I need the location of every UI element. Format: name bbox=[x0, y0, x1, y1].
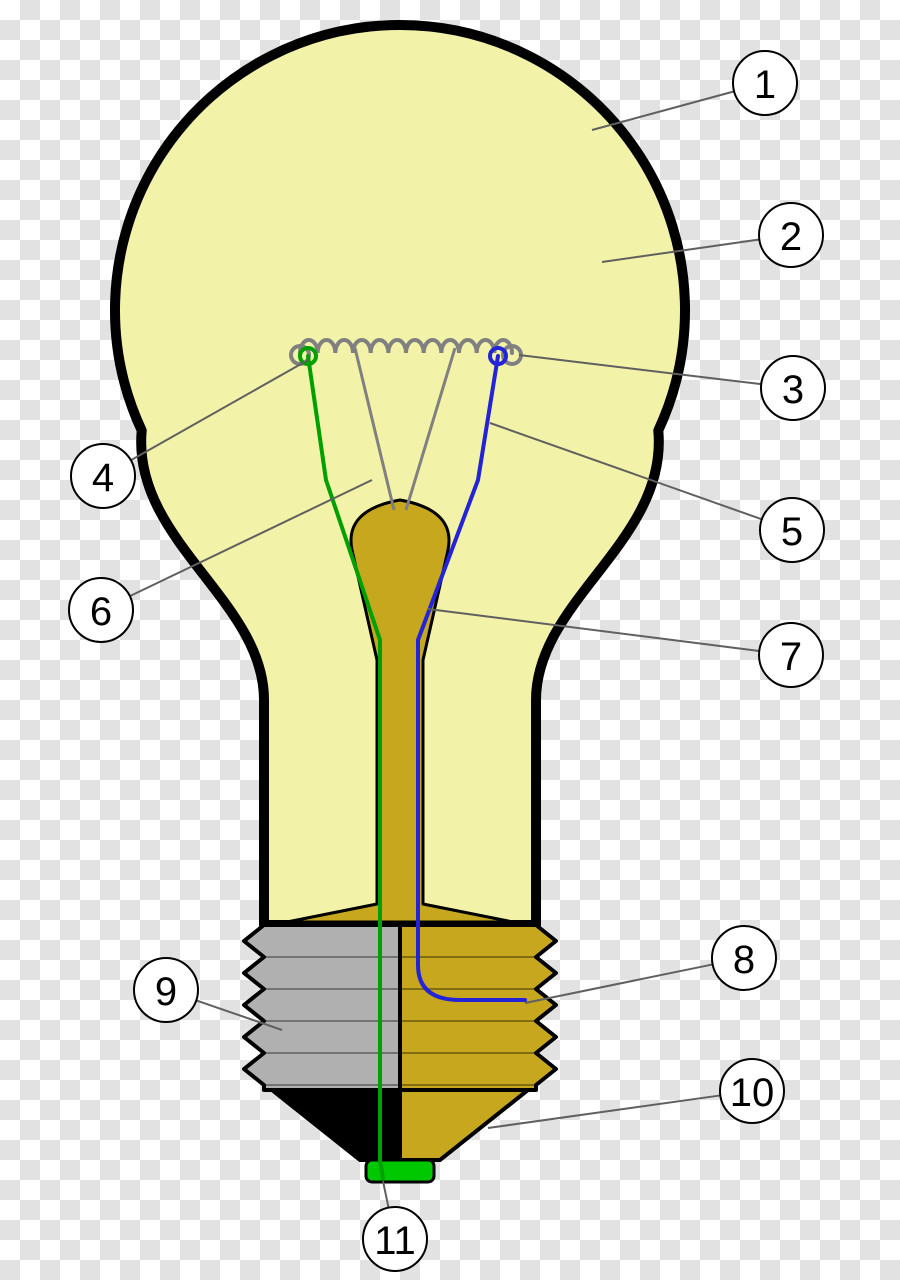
callout-label-8: 8 bbox=[733, 938, 755, 982]
leader-line-1 bbox=[592, 91, 734, 130]
lightbulb-diagram: 1 2 3 4 5 6 7 8 9 10 11 bbox=[0, 0, 900, 1280]
callout-label-3: 3 bbox=[782, 368, 804, 412]
foot-contact bbox=[366, 1160, 434, 1182]
callout-8: 8 bbox=[712, 926, 776, 990]
callout-label-10: 10 bbox=[730, 1071, 775, 1115]
callout-9: 9 bbox=[134, 958, 198, 1022]
callout-label-11: 11 bbox=[374, 1219, 416, 1263]
callout-label-9: 9 bbox=[155, 970, 177, 1014]
callout-1: 1 bbox=[733, 51, 797, 115]
callout-label-2: 2 bbox=[780, 215, 802, 259]
callout-label-6: 6 bbox=[90, 590, 112, 634]
callout-11: 11 bbox=[363, 1207, 427, 1271]
callout-label-4: 4 bbox=[92, 456, 114, 500]
callout-7: 7 bbox=[759, 623, 823, 687]
callout-label-7: 7 bbox=[780, 635, 802, 679]
callout-4: 4 bbox=[71, 444, 135, 508]
callout-6: 6 bbox=[69, 578, 133, 642]
callout-5: 5 bbox=[760, 498, 824, 562]
leader-line-10 bbox=[488, 1095, 720, 1128]
screw-base-right bbox=[400, 925, 556, 1090]
screw-base-left bbox=[244, 925, 400, 1090]
callout-10: 10 bbox=[720, 1059, 784, 1123]
callout-3: 3 bbox=[761, 356, 825, 420]
callout-label-1: 1 bbox=[754, 63, 776, 107]
leader-line-11 bbox=[383, 1181, 389, 1208]
callout-label-5: 5 bbox=[781, 510, 803, 554]
callout-2: 2 bbox=[759, 203, 823, 267]
